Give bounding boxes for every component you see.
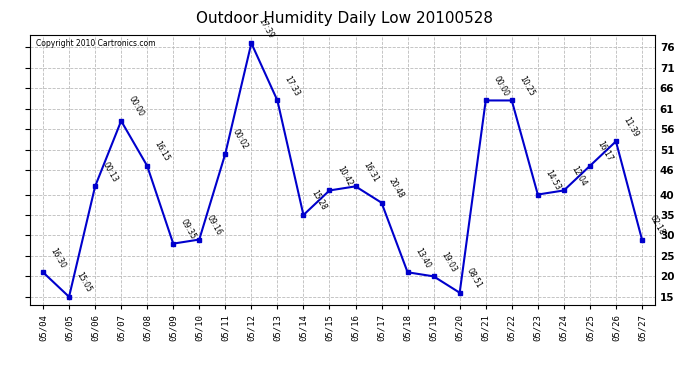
Text: 13:40: 13:40 xyxy=(413,246,432,270)
Text: 16:17: 16:17 xyxy=(595,140,614,163)
Text: 17:33: 17:33 xyxy=(283,74,302,98)
Text: 11:39: 11:39 xyxy=(622,115,640,139)
Text: Copyright 2010 Cartronics.com: Copyright 2010 Cartronics.com xyxy=(37,39,156,48)
Text: 00:02: 00:02 xyxy=(231,128,250,151)
Text: 16:30: 16:30 xyxy=(48,246,68,270)
Text: Outdoor Humidity Daily Low 20100528: Outdoor Humidity Daily Low 20100528 xyxy=(197,11,493,26)
Text: 10:25: 10:25 xyxy=(518,74,536,98)
Text: 16:15: 16:15 xyxy=(152,140,171,163)
Text: 14:53: 14:53 xyxy=(543,168,562,192)
Text: 09:35: 09:35 xyxy=(179,217,197,241)
Text: 00:13: 00:13 xyxy=(101,160,119,184)
Text: 10:42: 10:42 xyxy=(335,164,354,188)
Text: 08:51: 08:51 xyxy=(465,267,484,290)
Text: 09:16: 09:16 xyxy=(205,213,224,237)
Text: 19:03: 19:03 xyxy=(440,250,458,274)
Text: 12:04: 12:04 xyxy=(569,164,588,188)
Text: 16:31: 16:31 xyxy=(361,160,380,184)
Text: 17:39: 17:39 xyxy=(257,17,275,40)
Text: 15:28: 15:28 xyxy=(309,189,328,212)
Text: 00:00: 00:00 xyxy=(491,74,510,98)
Text: 20:48: 20:48 xyxy=(387,177,406,200)
Text: 00:00: 00:00 xyxy=(127,94,146,118)
Text: 15:05: 15:05 xyxy=(75,271,93,294)
Text: 02:18: 02:18 xyxy=(647,213,666,237)
